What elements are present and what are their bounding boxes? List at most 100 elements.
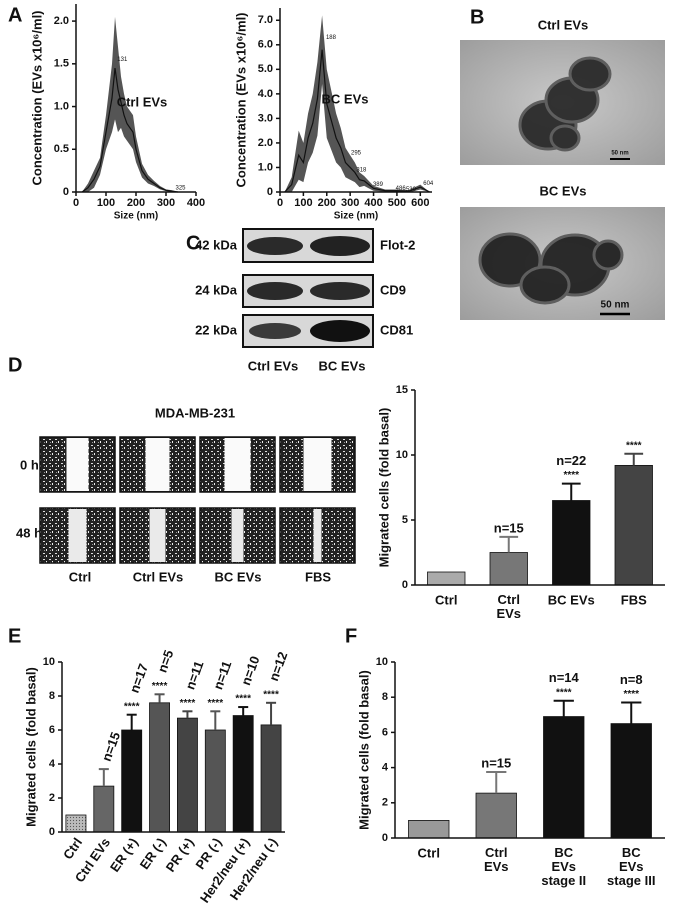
peak-label: 295 xyxy=(351,150,362,156)
y-tick-label: 4.0 xyxy=(258,88,273,100)
condition-label: BC EVs xyxy=(215,569,262,584)
y-tick-label: 10 xyxy=(43,656,55,668)
n-label: n=15 xyxy=(494,520,524,535)
time-label: 48 h xyxy=(16,525,42,540)
x-axis-label: Size (nm) xyxy=(114,211,158,222)
y-tick-label: 1.5 xyxy=(54,58,69,70)
y-tick-label: 0 xyxy=(402,579,408,591)
x-tick-label: Ctrl xyxy=(435,592,457,607)
y-axis-label: Concentration (EVs x10⁶/ml) xyxy=(233,12,248,187)
bar xyxy=(614,464,653,586)
n-label: n=12 xyxy=(266,650,290,683)
error-band xyxy=(82,16,178,193)
x-tick-label: BC EVs stage III xyxy=(607,845,655,888)
bar xyxy=(232,715,254,833)
panel-label: C xyxy=(186,232,200,254)
y-tick-label: 10 xyxy=(376,656,388,668)
marker-label: Flot-2 xyxy=(380,237,415,252)
scale-label: 50 nm xyxy=(611,151,628,157)
tem-title: BC EVs xyxy=(540,183,587,198)
x-tick-label: 200 xyxy=(318,197,336,209)
x-tick-label: Ctrl EVs xyxy=(496,592,521,621)
line xyxy=(284,49,430,193)
vesicles xyxy=(518,56,612,152)
n-label: n=5 xyxy=(155,648,177,675)
peak-label: 530 xyxy=(406,187,417,193)
n-label: n=17 xyxy=(127,662,151,695)
chart-label: BC EVs xyxy=(322,91,369,106)
x-tick-label: PR (+) xyxy=(163,835,197,875)
bar xyxy=(65,814,87,833)
bar xyxy=(149,702,170,833)
y-tick-label: 0 xyxy=(63,186,69,198)
y-tick-label: 0.5 xyxy=(54,143,69,155)
bar xyxy=(408,820,450,839)
y-tick-label: 6 xyxy=(382,726,388,738)
x-tick-label: Ctrl xyxy=(60,835,85,862)
significance: **** xyxy=(563,470,579,481)
x-tick-label: 100 xyxy=(97,197,115,209)
y-tick-label: 3.0 xyxy=(258,112,273,124)
y-tick-label: 2 xyxy=(49,792,55,804)
y-tick-label: 0 xyxy=(267,186,273,198)
y-tick-label: 6.0 xyxy=(258,39,273,51)
bar xyxy=(204,729,226,833)
kda-label: 24 kDa xyxy=(195,282,238,297)
panel-label: E xyxy=(8,625,21,647)
kda-label: 22 kDa xyxy=(195,322,238,337)
significance: **** xyxy=(124,701,140,712)
lane-label: BC EVs xyxy=(319,358,366,373)
peak-label: 318 xyxy=(356,167,367,173)
y-tick-label: 2.0 xyxy=(54,15,69,27)
wound-images xyxy=(39,436,356,564)
n-label: n=11 xyxy=(182,659,206,692)
significance: **** xyxy=(626,440,642,451)
marker-label: CD9 xyxy=(380,282,406,297)
y-tick-label: 15 xyxy=(396,384,408,396)
peak-label: 389 xyxy=(373,182,384,188)
panel-label: A xyxy=(8,4,22,26)
x-tick-label: BC EVs xyxy=(548,592,595,607)
bar xyxy=(552,500,591,586)
x-tick-label: 300 xyxy=(157,197,175,209)
bar xyxy=(260,724,282,833)
n-label: n=15 xyxy=(481,755,511,770)
significance: **** xyxy=(263,689,279,700)
tem-title: Ctrl EVs xyxy=(538,17,589,32)
wound-gap xyxy=(68,509,87,562)
y-tick-label: 2 xyxy=(382,797,388,809)
significance: **** xyxy=(152,681,168,692)
x-tick-label: FBS xyxy=(621,592,647,607)
n-label: n=10 xyxy=(238,654,262,687)
x-tick-label: 0 xyxy=(277,197,283,209)
condition-label: Ctrl xyxy=(69,569,91,584)
x-tick-label: BC EVs stage II xyxy=(541,845,586,888)
wound-gap xyxy=(224,438,251,491)
y-tick-label: 0 xyxy=(49,826,55,838)
significance: **** xyxy=(180,698,196,709)
wound-gap xyxy=(145,438,170,491)
y-tick-label: 5 xyxy=(402,514,408,526)
peak-label: 188 xyxy=(326,35,337,41)
wound-gap xyxy=(313,509,322,562)
wound-gap xyxy=(149,509,166,562)
bar xyxy=(93,785,115,833)
y-axis-label: Migrated cells (fold basal) xyxy=(23,667,38,827)
x-tick-label: 400 xyxy=(187,197,205,209)
condition-label: Ctrl EVs xyxy=(133,569,184,584)
panel-label: F xyxy=(345,625,357,647)
bar xyxy=(489,552,528,586)
significance: **** xyxy=(556,687,572,698)
y-tick-label: 8 xyxy=(382,691,388,703)
condition-label: FBS xyxy=(305,569,331,584)
bar xyxy=(610,723,652,839)
x-tick-label: 400 xyxy=(364,197,382,209)
y-tick-label: 5.0 xyxy=(258,63,273,75)
line xyxy=(81,68,179,193)
blot xyxy=(242,228,374,348)
y-tick-label: 0 xyxy=(382,832,388,844)
bar xyxy=(177,717,198,833)
lane-label: Ctrl EVs xyxy=(248,358,299,373)
peak-label: 325 xyxy=(176,185,187,191)
